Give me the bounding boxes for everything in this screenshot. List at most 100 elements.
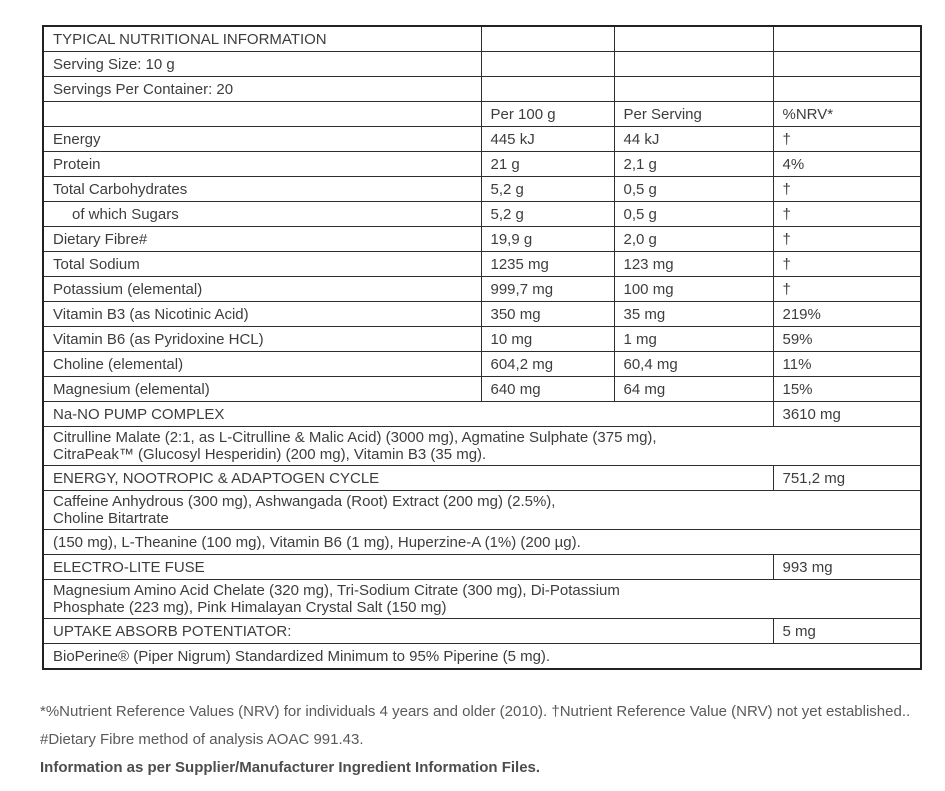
section-detail-cell: Caffeine Anhydrous (300 mg), Ashwangada … (42, 490, 922, 530)
nutrient-per-100g-cell: 5,2 g (480, 201, 615, 227)
info-label-cell: TYPICAL NUTRITIONAL INFORMATION (42, 25, 482, 52)
nutrient-per-100g-cell: 1235 mg (480, 251, 615, 277)
nutrient-row: Magnesium (elemental) 640 mg 64 mg 15% (42, 376, 922, 402)
nutrient-nrv-cell: † (772, 251, 922, 277)
nutrient-nrv-cell: † (772, 126, 922, 152)
nutrient-per-100g-cell: 350 mg (480, 301, 615, 327)
nutrient-row: Potassium (elemental) 999,7 mg 100 mg † (42, 276, 922, 302)
section-amount-cell: 751,2 mg (772, 465, 922, 491)
section-detail-cell: (150 mg), L-Theanine (100 mg), Vitamin B… (42, 529, 922, 555)
empty-cell (480, 51, 615, 77)
section-detail-cell: Magnesium Amino Acid Chelate (320 mg), T… (42, 579, 922, 619)
empty-cell (613, 76, 774, 102)
nutrient-per-serving-cell: 2,1 g (613, 151, 774, 177)
nutrient-per-serving-cell: 35 mg (613, 301, 774, 327)
nutrient-row: Choline (elemental) 604,2 mg 60,4 mg 11% (42, 351, 922, 377)
nutrient-per-100g-cell: 19,9 g (480, 226, 615, 252)
nutrient-nrv-cell: 219% (772, 301, 922, 327)
nutrient-row: Vitamin B6 (as Pyridoxine HCL) 10 mg 1 mg 5… (42, 326, 922, 352)
nutrient-name-cell: Energy (42, 126, 482, 152)
nutrient-row: of which Sugars 5,2 g 0,5 g † (42, 201, 922, 227)
info-label-cell: Servings Per Container: 20 (42, 76, 482, 102)
nutrient-name-cell: Vitamin B3 (as Nicotinic Acid) (42, 301, 482, 327)
nutrient-nrv-cell: † (772, 201, 922, 227)
nutrient-per-100g-cell: 445 kJ (480, 126, 615, 152)
nutrient-per-100g-cell: 640 mg (480, 376, 615, 402)
nutrient-per-100g-cell: 999,7 mg (480, 276, 615, 302)
empty-cell (480, 25, 615, 52)
section-title-cell: ELECTRO-LITE FUSE (42, 554, 774, 580)
section-title-cell: ENERGY, NOOTROPIC & ADAPTOGEN CYCLE (42, 465, 774, 491)
nutrient-per-serving-cell: 0,5 g (613, 176, 774, 202)
nutrient-per-100g-cell: 21 g (480, 151, 615, 177)
section-detail-row: (150 mg), L-Theanine (100 mg), Vitamin B… (42, 529, 922, 555)
empty-cell (772, 76, 922, 102)
nutrient-row: Protein 21 g 2,1 g 4% (42, 151, 922, 177)
nutrient-name-cell: Total Carbohydrates (42, 176, 482, 202)
section-detail-row: Citrulline Malate (2:1, as L-Citrulline … (42, 426, 922, 466)
nutrient-name-cell: Protein (42, 151, 482, 177)
nutrient-nrv-cell: † (772, 176, 922, 202)
info-row: Servings Per Container: 20 (42, 76, 922, 102)
section-amount-cell: 3610 mg (772, 401, 922, 427)
section-amount-cell: 993 mg (772, 554, 922, 580)
nutrition-table: TYPICAL NUTRITIONAL INFORMATION Serving S… (42, 25, 922, 670)
section-amount-cell: 5 mg (772, 618, 922, 644)
nutrient-nrv-cell: 59% (772, 326, 922, 352)
nutrient-row: Total Carbohydrates 5,2 g 0,5 g † (42, 176, 922, 202)
nutrient-per-100g-cell: 5,2 g (480, 176, 615, 202)
nutrition-table-body: TYPICAL NUTRITIONAL INFORMATION Serving S… (42, 25, 922, 670)
section-header-row: Na-NO PUMP COMPLEX 3610 mg (42, 401, 922, 427)
nutrient-nrv-cell: † (772, 276, 922, 302)
section-detail-row: BioPerine® (Piper Nigrum) Standardized M… (42, 643, 922, 670)
nutrient-per-serving-cell: 123 mg (613, 251, 774, 277)
nutrient-name-cell: Choline (elemental) (42, 351, 482, 377)
section-title-cell: Na-NO PUMP COMPLEX (42, 401, 774, 427)
empty-cell (772, 51, 922, 77)
info-row: Serving Size: 10 g (42, 51, 922, 77)
nutrient-row: Dietary Fibre# 19,9 g 2,0 g † (42, 226, 922, 252)
info-row: TYPICAL NUTRITIONAL INFORMATION (42, 25, 922, 52)
nutrient-name-cell: Potassium (elemental) (42, 276, 482, 302)
footnotes: *%Nutrient Reference Values (NRV) for in… (40, 703, 920, 787)
empty-cell (480, 76, 615, 102)
nutrient-per-serving-cell: 0,5 g (613, 201, 774, 227)
info-label-cell: Serving Size: 10 g (42, 51, 482, 77)
column-header-row: Per 100 g Per Serving %NRV* (42, 101, 922, 127)
col-header-nrv: %NRV* (772, 101, 922, 127)
section-title-cell: UPTAKE ABSORB POTENTIATOR: (42, 618, 774, 644)
empty-cell (42, 101, 482, 127)
nutrient-name-cell: Total Sodium (42, 251, 482, 277)
nutrient-row: Vitamin B3 (as Nicotinic Acid) 350 mg 35 m… (42, 301, 922, 327)
nutrient-per-100g-cell: 10 mg (480, 326, 615, 352)
empty-cell (613, 25, 774, 52)
section-header-row: ELECTRO-LITE FUSE 993 mg (42, 554, 922, 580)
nutrient-row: Energy 445 kJ 44 kJ † (42, 126, 922, 152)
section-detail-cell: Citrulline Malate (2:1, as L-Citrulline … (42, 426, 922, 466)
section-header-row: ENERGY, NOOTROPIC & ADAPTOGEN CYCLE 751,2… (42, 465, 922, 491)
section-detail-cell: BioPerine® (Piper Nigrum) Standardized M… (42, 643, 922, 670)
nutrient-per-serving-cell: 2,0 g (613, 226, 774, 252)
section-detail-row: Caffeine Anhydrous (300 mg), Ashwangada … (42, 490, 922, 530)
nutrient-per-serving-cell: 64 mg (613, 376, 774, 402)
empty-cell (772, 25, 922, 52)
nutrient-nrv-cell: 11% (772, 351, 922, 377)
nutrient-name-cell: Vitamin B6 (as Pyridoxine HCL) (42, 326, 482, 352)
nutrient-name-cell: of which Sugars (42, 201, 482, 227)
nutrient-per-100g-cell: 604,2 mg (480, 351, 615, 377)
nutrient-nrv-cell: 15% (772, 376, 922, 402)
nutrient-row: Total Sodium 1235 mg 123 mg † (42, 251, 922, 277)
footnote-dietary-fibre: #Dietary Fibre method of analysis AOAC 9… (40, 731, 364, 748)
nutrient-per-serving-cell: 1 mg (613, 326, 774, 352)
footnote-supplier-info: Information as per Supplier/Manufacturer… (40, 759, 541, 776)
nutrient-name-cell: Magnesium (elemental) (42, 376, 482, 402)
col-header-per-100g: Per 100 g (480, 101, 615, 127)
nutrient-nrv-cell: † (772, 226, 922, 252)
nutrient-per-serving-cell: 44 kJ (613, 126, 774, 152)
nutrient-per-serving-cell: 60,4 mg (613, 351, 774, 377)
section-detail-row: Magnesium Amino Acid Chelate (320 mg), T… (42, 579, 922, 619)
section-header-row: UPTAKE ABSORB POTENTIATOR: 5 mg (42, 618, 922, 644)
footnote-nrv: *%Nutrient Reference Values (NRV) for in… (40, 703, 911, 720)
nutrient-per-serving-cell: 100 mg (613, 276, 774, 302)
